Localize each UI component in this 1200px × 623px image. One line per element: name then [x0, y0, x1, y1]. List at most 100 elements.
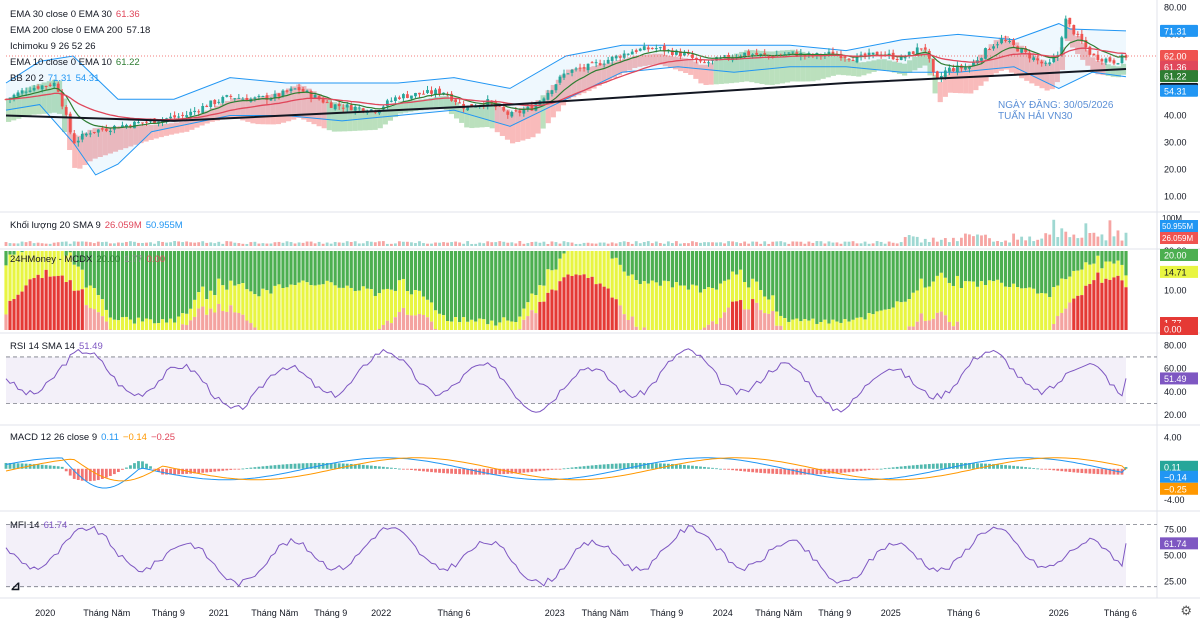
mcdx-bar-yellow	[253, 294, 257, 328]
volume-bar	[1016, 239, 1020, 246]
macd-histogram-bar	[566, 467, 570, 469]
macd-histogram-bar	[237, 468, 241, 470]
ichimoku-cloud-segment	[856, 62, 862, 77]
candle-body	[321, 99, 325, 103]
mcdx-bar-yellow	[1032, 288, 1036, 330]
legend-mcdx[interactable]: 24HMoney - MCDX 20.00 1.77 0.00	[10, 254, 166, 265]
ichimoku-cloud-segment	[499, 106, 506, 136]
volume-bar	[911, 236, 915, 246]
mcdx-bar-yellow	[1024, 288, 1028, 330]
mcdx-bar-yellow	[726, 279, 731, 308]
candle-body	[1120, 54, 1124, 64]
mcdx-bar-red	[104, 321, 108, 330]
mcdx-bar-green	[269, 251, 273, 294]
macd-histogram-bar	[976, 463, 979, 469]
legend-ema30[interactable]: EMA 30 close 0 EMA 30 61.36	[10, 9, 140, 20]
candle-body	[610, 56, 614, 61]
mcdx-bar-red	[1124, 287, 1128, 330]
legend-ema10[interactable]: EMA 10 close 0 EMA 10 61.22	[10, 57, 140, 68]
legend-ichimoku[interactable]: Ichimoku 9 26 52 26	[10, 41, 96, 52]
macd-histogram-bar	[265, 465, 269, 469]
legend-mfi[interactable]: MFI 14 61.74	[10, 520, 68, 531]
mcdx-bar-green	[92, 251, 96, 289]
mcdx-bar-red	[12, 299, 16, 330]
legend-macd[interactable]: MACD 12 26 close 9 0.11 −0.14 −0.25	[10, 432, 176, 443]
candle-body	[566, 73, 570, 75]
macd-histogram-bar	[586, 465, 590, 469]
candle-body	[518, 110, 522, 113]
ichimoku-cloud-segment	[728, 55, 735, 84]
macd-histogram-bar	[843, 468, 847, 473]
ichimoku-cloud-segment	[958, 66, 964, 94]
mcdx-bar-green	[526, 251, 530, 303]
macd-histogram-bar	[44, 465, 48, 469]
macd-histogram-bar	[325, 462, 329, 469]
mcdx-bar-green	[714, 251, 719, 290]
mcdx-bar-red	[1092, 280, 1096, 330]
mcdx-bar-yellow	[538, 285, 542, 302]
ichimoku-cloud-segment	[566, 69, 572, 100]
mcdx-bar-yellow	[739, 269, 743, 301]
mcdx-bar-red	[610, 297, 614, 330]
mcdx-bar-red	[759, 310, 763, 330]
macd-histogram-bar	[1064, 468, 1068, 472]
volume-bar	[185, 241, 189, 246]
mcdx-bar-green	[173, 251, 177, 323]
mcdx-bar-red	[221, 310, 225, 330]
mcdx-bar-green	[470, 251, 474, 320]
volume-bar	[277, 241, 281, 246]
mcdx-bar-yellow	[815, 323, 819, 330]
mcdx-bar-green	[76, 251, 80, 267]
mcdx-bar-red	[64, 282, 68, 330]
volume-bar	[662, 243, 666, 246]
mcdx-bar-green	[542, 251, 546, 286]
candle-body	[345, 104, 349, 108]
mcdx-bar-red	[88, 307, 92, 330]
macd-histogram-bar	[642, 462, 646, 469]
mcdx-axis-badge-text: 0.00	[1164, 325, 1182, 335]
mcdx-bar-yellow	[325, 280, 329, 330]
mcdx-bar-red	[60, 275, 64, 330]
ichimoku-cloud-segment	[204, 110, 210, 124]
volume-bar	[939, 239, 943, 246]
legend-rsi[interactable]: RSI 14 SMA 14 51.49	[10, 341, 103, 352]
mcdx-bar-yellow	[84, 287, 88, 306]
mcdx-bar-yellow	[12, 254, 16, 300]
legend-volume[interactable]: Khối lượng 20 SMA 9 26.059M 50.955M	[10, 220, 183, 231]
volume-bar	[955, 241, 959, 246]
mcdx-bar-green	[979, 251, 984, 282]
candle-body	[458, 102, 462, 104]
volume-bar	[145, 242, 148, 246]
candle-body	[193, 110, 197, 113]
candle-body	[88, 133, 92, 135]
legend-ema200[interactable]: EMA 200 close 0 EMA 200 57.18	[10, 25, 151, 36]
macd-histogram-bar	[241, 468, 245, 470]
volume-bar	[333, 241, 337, 246]
ichimoku-cloud-segment	[21, 90, 27, 118]
mcdx-bar-red	[718, 317, 723, 330]
volume-bar	[1044, 233, 1048, 246]
macd-histogram-bar	[739, 468, 743, 472]
ichimoku-cloud-segment	[494, 104, 500, 133]
macd-histogram-bar	[972, 463, 975, 469]
ichimoku-cloud-segment	[952, 68, 959, 93]
candle-body	[594, 62, 598, 64]
mcdx-bar-red	[28, 279, 32, 330]
tradingview-logo-icon[interactable]: ⊿	[10, 578, 21, 593]
volume-bar	[670, 243, 674, 246]
volume-axis-badge-text: 26.059M	[1162, 234, 1193, 243]
mcdx-bar-green	[482, 251, 486, 320]
legend-bb[interactable]: BB 20 2 71.31 54.31	[10, 73, 100, 84]
candle-body	[687, 53, 690, 55]
x-axis-label: Tháng 6	[947, 608, 980, 618]
mcdx-bar-yellow	[859, 317, 863, 330]
gear-icon[interactable]: ⚙	[1180, 603, 1192, 618]
mcdx-bar-green	[871, 251, 875, 315]
volume-bar	[703, 242, 706, 246]
mcdx-bar-yellow	[116, 320, 121, 330]
macd-histogram-bar	[927, 464, 931, 469]
price-axis-badge	[1160, 50, 1198, 63]
macd-histogram-bar	[907, 465, 911, 469]
mcdx-bar-yellow	[702, 289, 707, 328]
